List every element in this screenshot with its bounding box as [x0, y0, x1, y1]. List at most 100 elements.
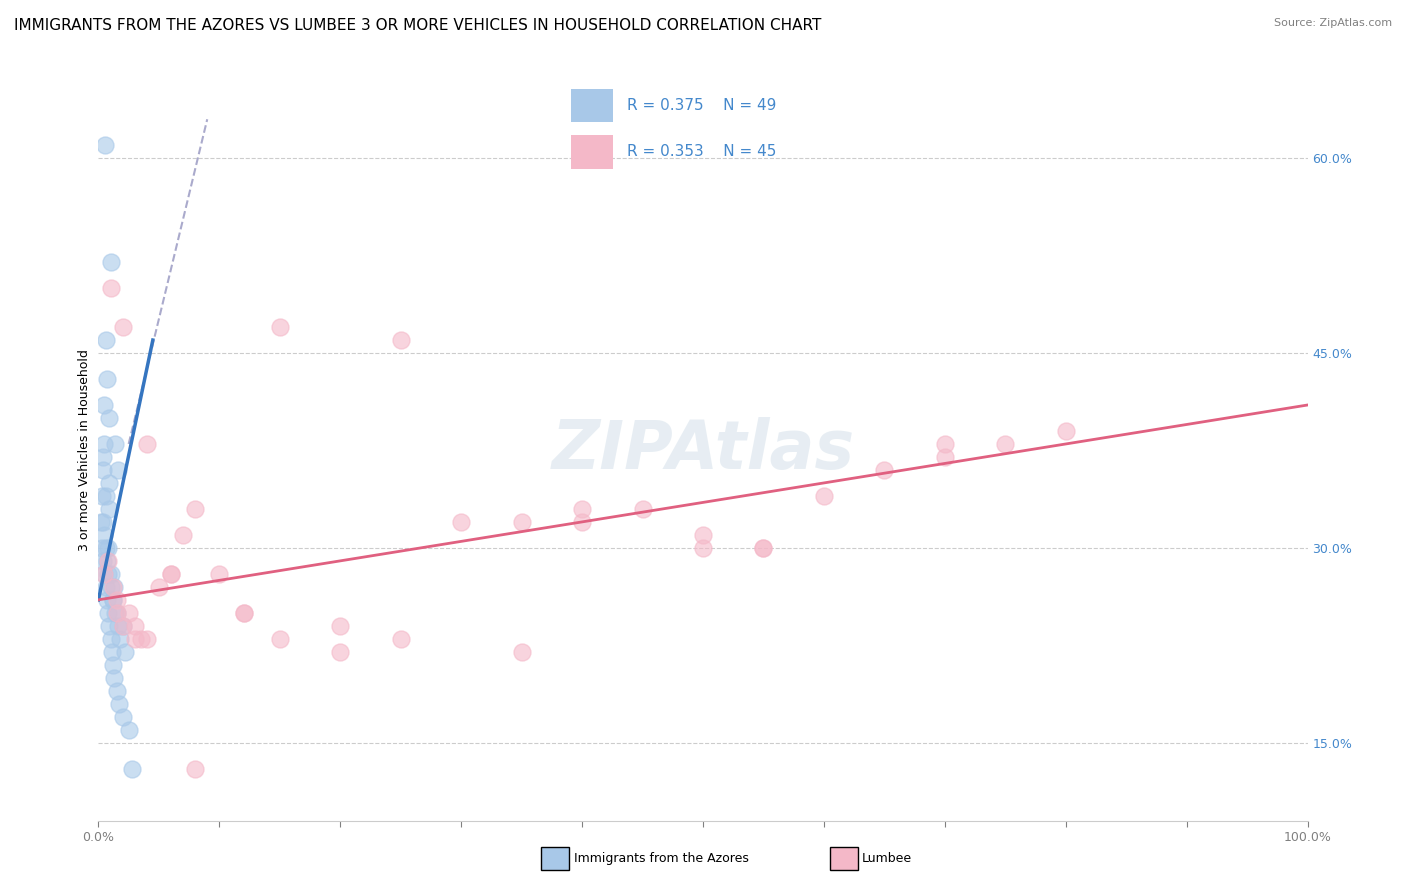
Point	[91, 489, 114, 503]
Point	[91, 554, 114, 568]
Point	[93, 398, 115, 412]
Point	[100, 632, 122, 646]
Point	[94, 489, 117, 503]
Point	[103, 671, 125, 685]
Point	[98, 619, 121, 633]
Point	[135, 437, 157, 451]
Point	[389, 632, 412, 646]
Point	[873, 463, 896, 477]
Point	[94, 138, 117, 153]
Point	[107, 463, 129, 477]
Point	[101, 592, 124, 607]
Point	[571, 515, 593, 529]
Point	[100, 580, 122, 594]
Point	[269, 632, 291, 646]
Point	[91, 463, 114, 477]
Point	[97, 541, 120, 555]
Point	[118, 723, 141, 737]
Text: Source: ZipAtlas.com: Source: ZipAtlas.com	[1274, 18, 1392, 28]
Text: Immigrants from the Azores: Immigrants from the Azores	[574, 852, 748, 864]
Point	[752, 541, 775, 555]
Point	[148, 580, 170, 594]
Point	[269, 320, 291, 334]
Text: R = 0.375    N = 49: R = 0.375 N = 49	[627, 98, 776, 113]
Point	[101, 580, 124, 594]
Point	[232, 606, 254, 620]
Point	[631, 502, 654, 516]
Point	[752, 541, 775, 555]
Point	[93, 528, 115, 542]
Point	[104, 437, 127, 451]
Point	[93, 437, 115, 451]
Point	[96, 333, 118, 347]
Point	[104, 606, 127, 620]
Point	[329, 619, 352, 633]
Point	[160, 566, 183, 581]
Point	[111, 619, 134, 633]
Point	[91, 515, 114, 529]
Point	[97, 554, 120, 568]
Point	[105, 606, 128, 620]
Y-axis label: 3 or more Vehicles in Household: 3 or more Vehicles in Household	[79, 350, 91, 551]
Point	[97, 566, 120, 581]
Point	[91, 541, 114, 555]
Point	[450, 515, 472, 529]
Point	[96, 554, 118, 568]
Point	[97, 411, 120, 425]
Point	[813, 489, 835, 503]
Point	[172, 528, 194, 542]
Point	[571, 502, 593, 516]
Point	[94, 580, 117, 594]
Point	[108, 697, 131, 711]
Point	[184, 762, 207, 776]
Point	[100, 281, 122, 295]
Point	[91, 450, 114, 464]
Point	[1054, 424, 1077, 438]
Bar	[571, 136, 613, 169]
Point	[121, 762, 143, 776]
Point	[111, 619, 134, 633]
Point	[208, 566, 231, 581]
Point	[184, 502, 207, 516]
Point	[96, 592, 118, 607]
Point	[114, 645, 136, 659]
Point	[160, 566, 183, 581]
Point	[103, 580, 125, 594]
Point	[101, 657, 124, 672]
Point	[105, 592, 128, 607]
Point	[96, 372, 118, 386]
Point	[124, 619, 146, 633]
Point	[934, 450, 956, 464]
Point	[111, 320, 134, 334]
Point	[692, 528, 714, 542]
Point	[98, 502, 121, 516]
Point	[111, 710, 134, 724]
Point	[934, 437, 956, 451]
Point	[100, 566, 122, 581]
Point	[93, 566, 115, 581]
Point	[329, 645, 352, 659]
Point	[510, 515, 533, 529]
Point	[98, 475, 121, 490]
Point	[118, 606, 141, 620]
Point	[108, 632, 131, 646]
Text: Lumbee: Lumbee	[862, 852, 912, 864]
Point	[107, 619, 129, 633]
Text: R = 0.353    N = 45: R = 0.353 N = 45	[627, 145, 776, 160]
Point	[105, 606, 128, 620]
Text: IMMIGRANTS FROM THE AZORES VS LUMBEE 3 OR MORE VEHICLES IN HOUSEHOLD CORRELATION: IMMIGRANTS FROM THE AZORES VS LUMBEE 3 O…	[14, 18, 821, 33]
Point	[389, 333, 412, 347]
Point	[100, 645, 122, 659]
Text: ZIPAtlas: ZIPAtlas	[551, 417, 855, 483]
Point	[93, 566, 115, 581]
Point	[105, 683, 128, 698]
Point	[692, 541, 714, 555]
Point	[994, 437, 1017, 451]
Point	[510, 645, 533, 659]
Point	[101, 592, 124, 607]
Bar	[571, 89, 613, 122]
Point	[232, 606, 254, 620]
Point	[129, 632, 152, 646]
Point	[100, 255, 122, 269]
Point	[94, 541, 117, 555]
